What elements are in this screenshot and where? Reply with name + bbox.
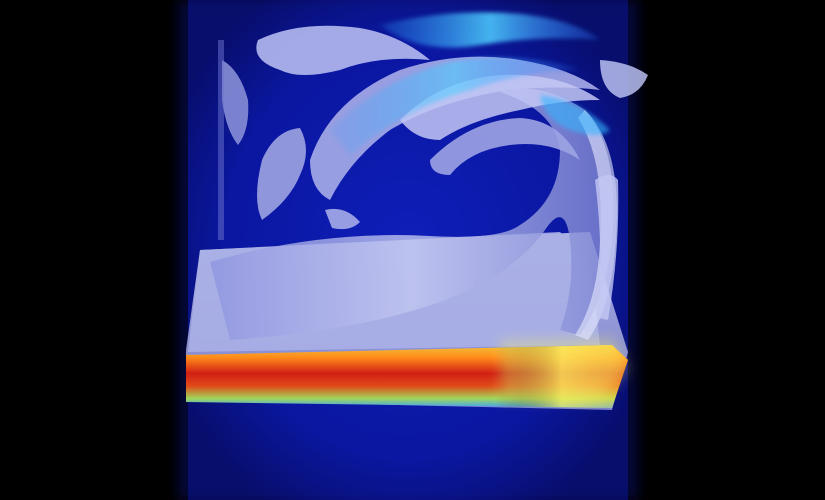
- volume-left-edge: [218, 40, 224, 240]
- temperature-band-glow: [500, 338, 628, 400]
- isosurface-right-fragment: [600, 60, 648, 98]
- isosurface-upper-left: [256, 25, 430, 75]
- cyan-swirl-middle: [330, 57, 580, 155]
- isosurface-small-fragment: [325, 208, 360, 230]
- isosurface-right-column: [595, 175, 619, 320]
- cyan-swirl-right: [540, 95, 610, 135]
- isosurface-strand-left: [222, 60, 249, 145]
- cyan-swirl-top: [380, 12, 600, 48]
- isosurface-sheet-main: [210, 88, 614, 340]
- isosurface-blob-left: [257, 128, 306, 220]
- isosurface-arc-3: [430, 118, 580, 175]
